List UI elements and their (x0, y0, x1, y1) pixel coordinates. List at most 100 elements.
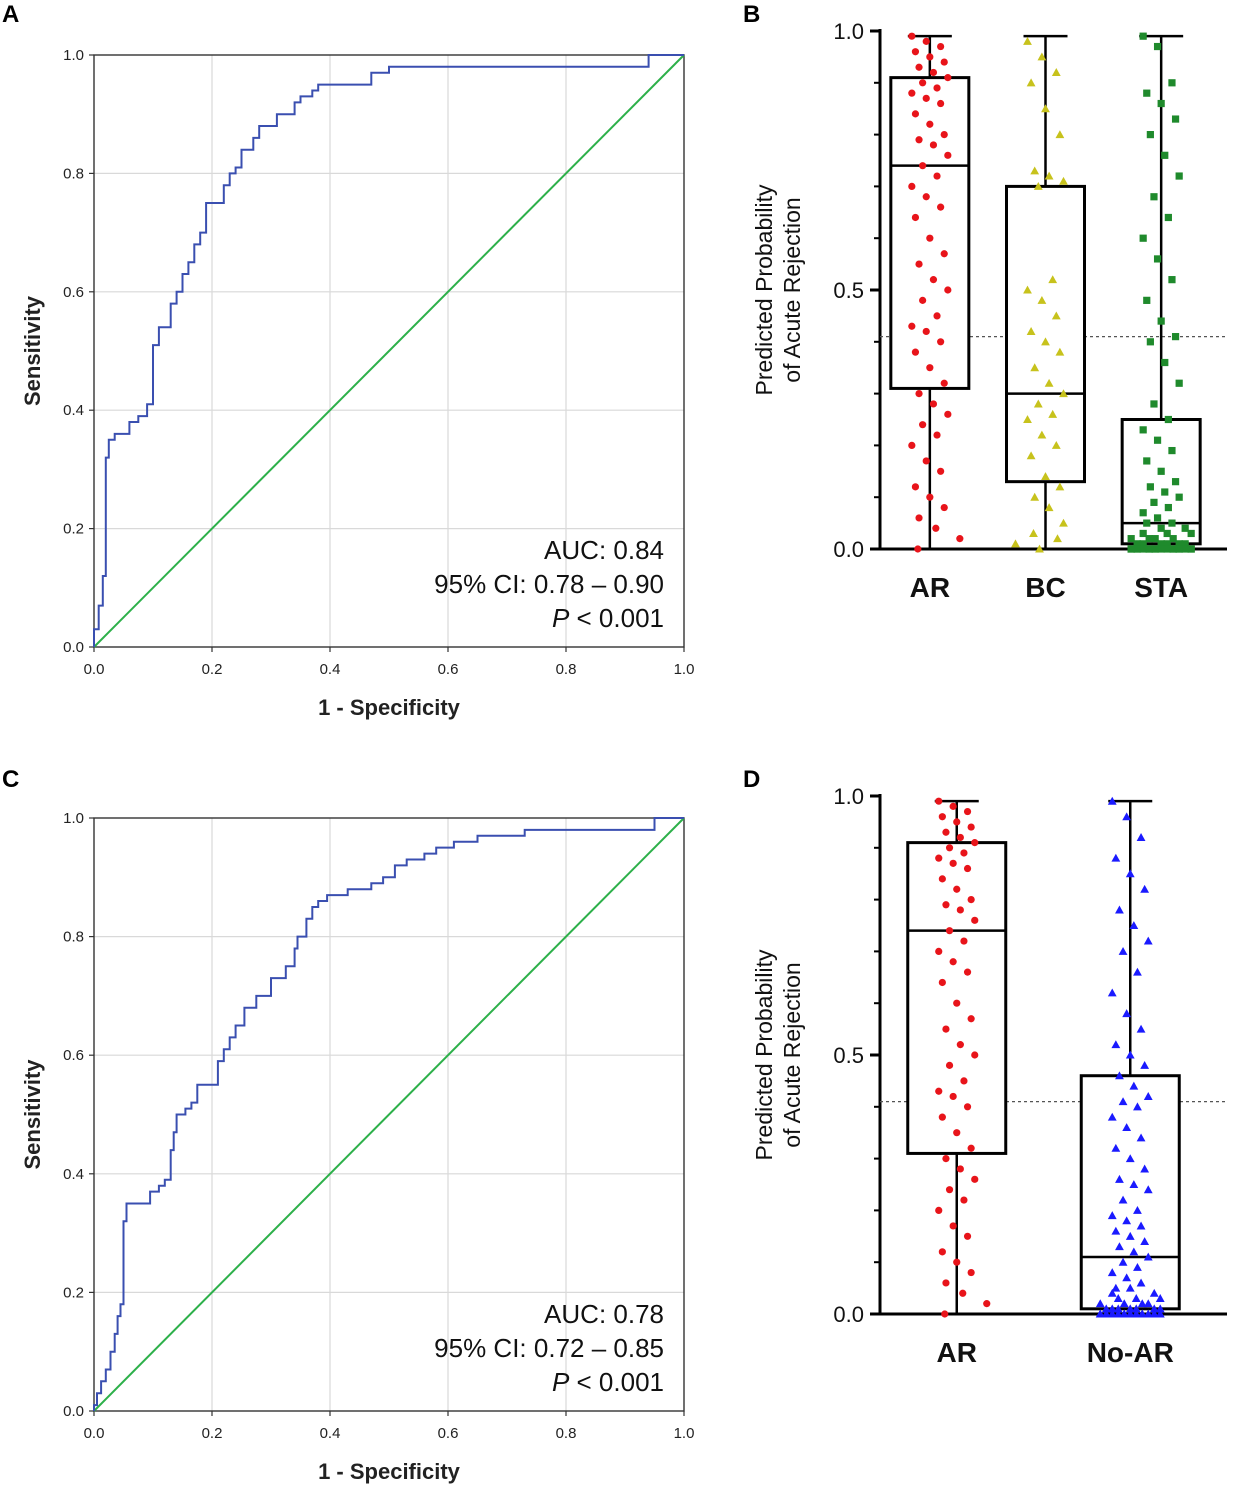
reference-line (93, 54, 685, 648)
category-label: STA (1134, 572, 1188, 603)
y-axis-title: Sensitivity (20, 295, 45, 406)
data-point (1026, 327, 1036, 335)
data-point (940, 503, 948, 512)
y-tick-label: 1.0 (63, 47, 84, 64)
data-point (1107, 1304, 1117, 1313)
data-point (1136, 1024, 1146, 1033)
y-tick-label: 0.6 (63, 284, 84, 301)
data-point (1153, 436, 1162, 444)
data-point (911, 48, 920, 56)
y-axis-title-line-2: of Acute Rejection (779, 962, 805, 1147)
data-point (1044, 378, 1054, 387)
data-point (1175, 540, 1183, 548)
plot-frame (93, 817, 685, 1412)
data-point (1168, 276, 1176, 284)
data-point (1143, 457, 1151, 465)
data-point (1143, 296, 1151, 304)
data-point (1136, 1133, 1146, 1142)
panel-letter-c: C (2, 766, 19, 793)
data-point (926, 493, 934, 501)
y-axis-title-line-1: Predicted Probability (751, 949, 777, 1160)
data-point (1149, 1304, 1159, 1313)
y-axis-title-line-1: Predicted Probability (751, 184, 777, 395)
data-point (1140, 884, 1150, 893)
y-tick-label: 0.0 (63, 1403, 84, 1420)
data-point (963, 864, 972, 873)
data-point (1051, 441, 1061, 449)
data-point (922, 37, 930, 45)
data-point (940, 379, 948, 387)
x-tick-label: 1.0 (674, 661, 695, 678)
data-point (1143, 1185, 1153, 1194)
data-point (1161, 488, 1169, 496)
data-point (1146, 338, 1154, 346)
data-point (1118, 947, 1128, 955)
data-point (929, 68, 938, 77)
p-value-rest: < 0.001 (569, 1367, 664, 1397)
data-point (1125, 1231, 1135, 1240)
category-label: AR (910, 572, 950, 603)
data-point (1122, 1216, 1132, 1225)
data-point (967, 823, 975, 831)
auc-label: AUC: 0.84 (544, 535, 664, 565)
data-point (937, 42, 945, 51)
data-point (1029, 529, 1038, 537)
data-point (1101, 1309, 1111, 1318)
data-point (919, 162, 927, 170)
data-point (1143, 1092, 1153, 1100)
data-point (959, 1289, 967, 1297)
data-point (1133, 1206, 1142, 1214)
data-point (967, 1268, 975, 1277)
box-chart-b: 0.0 0.5 1.0 Predicted Probability of Acute R… (751, 19, 1227, 603)
data-point (1041, 472, 1050, 480)
data-point (935, 1206, 943, 1214)
data-point (1122, 1273, 1132, 1282)
x-axis-title: 1 - Specificity (318, 1459, 461, 1484)
data-point (1169, 535, 1177, 543)
data-point (922, 94, 930, 102)
data-point (940, 131, 948, 139)
x-tick-label: 0.0 (84, 1425, 105, 1442)
x-tick-label: 0.8 (556, 661, 577, 678)
data-point (937, 203, 945, 211)
data-point (1035, 544, 1044, 553)
panel-letter-a: A (2, 1, 19, 28)
reference-line (93, 817, 685, 1412)
data-point (1041, 337, 1050, 346)
p-value-label: P < 0.001 (552, 603, 664, 633)
data-point (1137, 1299, 1147, 1308)
data-point (1181, 524, 1189, 532)
data-point (926, 53, 934, 61)
data-point (1139, 545, 1147, 553)
data-point (915, 260, 923, 268)
y-tick-label: 0.4 (63, 1166, 84, 1183)
data-point (1181, 540, 1189, 548)
box-AR (889, 76, 971, 390)
data-point (1153, 42, 1162, 51)
data-point (932, 524, 940, 532)
data-point (956, 535, 964, 543)
y-axis-title-line-2: of Acute Rejection (779, 197, 805, 382)
data-point (1026, 451, 1036, 460)
data-point (1118, 1195, 1128, 1204)
data-point (963, 968, 972, 976)
x-tick-label: 0.6 (438, 661, 459, 678)
data-point (1139, 234, 1147, 242)
data-point (1163, 545, 1171, 553)
data-point (1111, 1226, 1121, 1235)
data-point (1133, 967, 1142, 976)
data-point (1107, 988, 1117, 997)
data-point (1145, 535, 1153, 543)
data-point (1127, 545, 1135, 553)
data-point (1023, 415, 1032, 424)
y-tick-label: 0.2 (63, 1284, 84, 1301)
data-point (942, 1155, 950, 1163)
data-point (1055, 482, 1065, 491)
data-point (953, 818, 961, 826)
data-point (929, 141, 938, 149)
data-point (1118, 1097, 1128, 1106)
data-point (1059, 389, 1068, 398)
data-point (1030, 363, 1040, 372)
data-point (1140, 1060, 1150, 1069)
plot-frame (93, 54, 685, 648)
